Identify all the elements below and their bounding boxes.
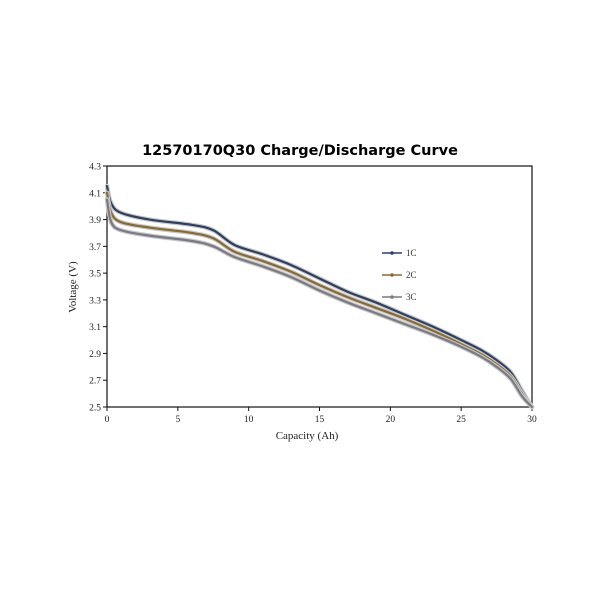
legend-label: 1C bbox=[406, 248, 417, 258]
y-tick-label: 2.7 bbox=[89, 377, 101, 387]
x-tick-label: 10 bbox=[244, 415, 254, 425]
x-tick-label: 5 bbox=[175, 415, 180, 425]
x-tick-label: 0 bbox=[105, 415, 110, 425]
y-tick-label: 3.3 bbox=[89, 296, 101, 306]
chart-title: 12570170Q30 Charge/Discharge Curve bbox=[142, 143, 458, 159]
y-tick-label: 2.9 bbox=[89, 350, 101, 360]
series-line-1c bbox=[105, 184, 534, 409]
y-tick-label: 3.7 bbox=[89, 243, 101, 253]
legend-item-2c: 2C bbox=[382, 270, 417, 280]
series-line-2c bbox=[105, 191, 534, 409]
series-line-3c bbox=[105, 198, 534, 409]
y-tick-label: 3.9 bbox=[89, 216, 101, 226]
legend-marker bbox=[390, 251, 394, 255]
y-tick-label: 3.5 bbox=[89, 270, 101, 280]
legend-item-3c: 3C bbox=[382, 292, 417, 302]
y-tick-label: 3.1 bbox=[89, 323, 101, 333]
series-shadow-2c bbox=[104, 190, 535, 410]
y-axis-label: Voltage (V) bbox=[67, 261, 79, 313]
x-tick-label: 30 bbox=[527, 415, 537, 425]
legend-label: 3C bbox=[406, 292, 417, 302]
y-tick-label: 4.1 bbox=[89, 189, 101, 199]
y-tick-label: 4.3 bbox=[89, 163, 101, 173]
x-tick-label: 15 bbox=[315, 415, 325, 425]
x-tick-label: 20 bbox=[386, 415, 396, 425]
series-shadow-1c bbox=[104, 183, 535, 410]
legend-label: 2C bbox=[406, 270, 417, 280]
x-tick-label: 25 bbox=[456, 415, 466, 425]
legend-item-1c: 1C bbox=[382, 248, 417, 258]
x-axis-label: Capacity (Ah) bbox=[276, 430, 339, 442]
y-tick-label: 2.5 bbox=[89, 404, 101, 414]
legend-marker bbox=[390, 295, 394, 299]
legend-marker bbox=[390, 273, 394, 277]
